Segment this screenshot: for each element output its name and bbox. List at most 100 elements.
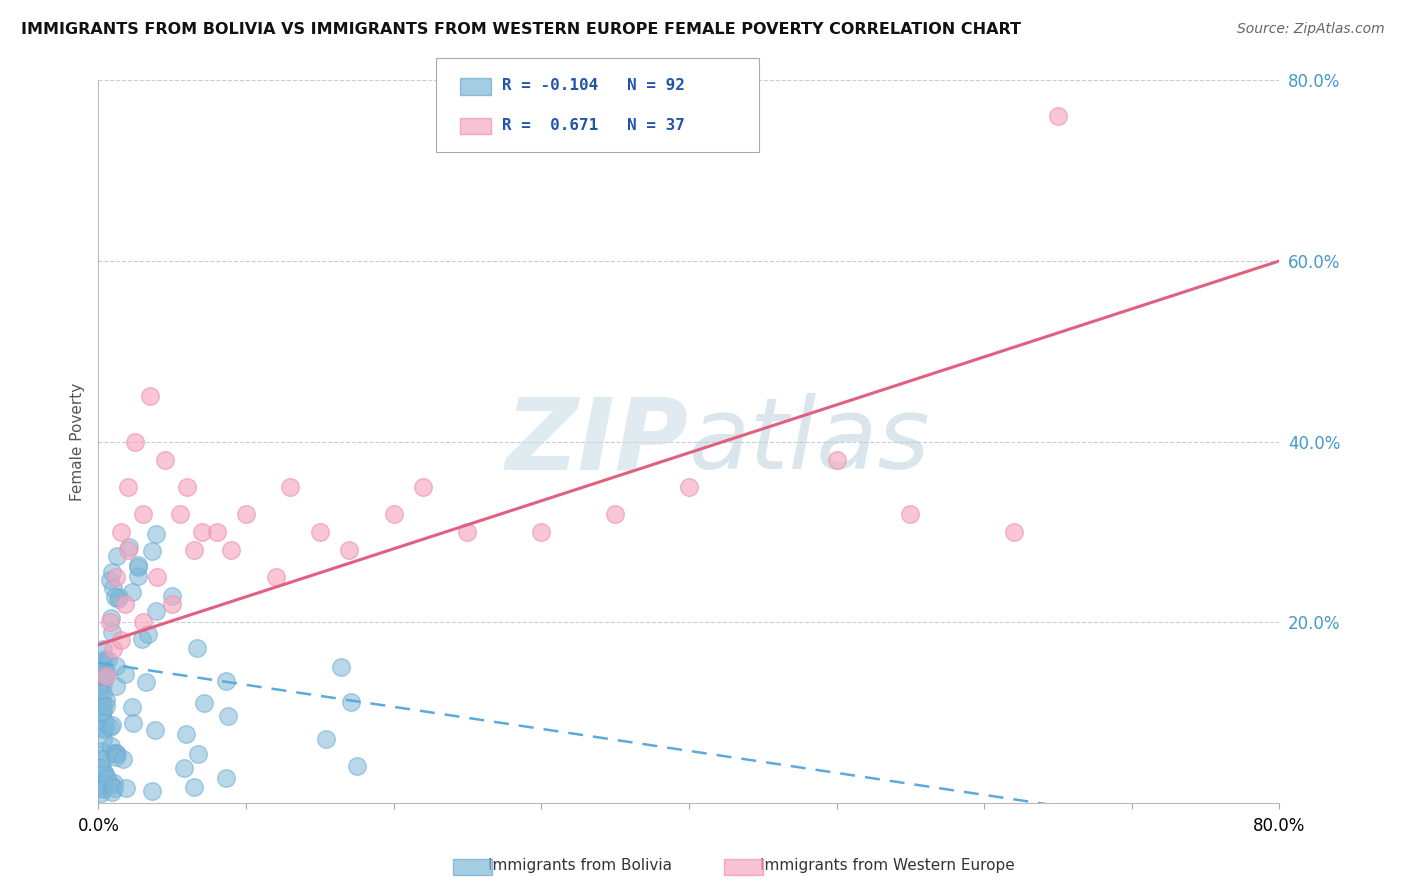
Point [91,698,114,713]
Point [412,480,434,494]
Point [183,780,205,794]
Point [215,673,238,688]
Point [89,685,111,699]
Point [98,573,121,587]
Point [110,633,132,648]
Point [141,544,163,558]
Point [825,452,848,467]
Point [90,761,112,775]
Point [329,660,352,674]
Point [136,627,159,641]
Point [193,696,215,710]
Point [605,507,627,521]
Point [221,542,243,557]
Text: Source: ZipAtlas.com: Source: ZipAtlas.com [1237,22,1385,37]
Point [191,524,214,539]
Point [382,507,405,521]
Point [127,560,149,574]
Point [309,524,332,539]
Point [94,665,117,679]
Point [89,780,111,795]
Point [91,723,114,737]
Point [105,747,128,761]
Point [105,750,128,764]
Point [153,452,176,467]
Point [105,570,128,584]
Point [100,720,122,734]
Point [93,721,115,735]
Point [101,718,124,732]
Point [110,524,132,539]
Point [187,747,209,762]
Point [132,615,155,630]
Point [91,655,114,669]
Point [117,480,139,494]
Point [94,767,117,781]
Point [217,708,239,723]
Point [97,653,120,667]
Point [215,772,238,786]
Point [146,570,169,584]
Text: atlas: atlas [689,393,931,490]
Point [91,764,114,779]
Point [93,662,115,676]
Point [93,752,115,766]
Point [141,784,163,798]
Text: IMMIGRANTS FROM BOLIVIA VS IMMIGRANTS FROM WESTERN EUROPE FEMALE POVERTY CORRELA: IMMIGRANTS FROM BOLIVIA VS IMMIGRANTS FR… [21,22,1021,37]
Point [145,526,167,541]
Point [93,704,115,718]
Y-axis label: Female Poverty: Female Poverty [70,383,86,500]
Text: Immigrants from Bolivia: Immigrants from Bolivia [488,858,672,873]
Point [118,541,141,555]
Text: R = -0.104   N = 92: R = -0.104 N = 92 [502,78,685,94]
Point [127,569,149,583]
Point [94,693,117,707]
Point [139,389,162,403]
Point [114,666,136,681]
Point [117,542,139,557]
Point [103,746,125,760]
Point [114,597,136,611]
Text: Immigrants from Western Europe: Immigrants from Western Europe [759,858,1015,873]
Point [1002,524,1025,539]
Point [346,759,368,773]
Point [100,611,122,625]
Point [280,480,302,494]
Point [89,778,111,792]
Point [315,732,337,747]
Point [91,744,114,758]
FancyBboxPatch shape [724,859,763,875]
Point [1046,109,1070,123]
Point [90,661,112,675]
Point [131,632,153,647]
Point [121,584,143,599]
Point [100,739,122,753]
Point [108,590,131,604]
Point [103,781,125,796]
Point [94,669,117,683]
Point [678,480,700,494]
Point [145,604,167,618]
Point [235,507,257,521]
Point [132,507,155,521]
Point [173,761,195,775]
Point [900,507,922,521]
Point [91,731,114,746]
Point [264,570,287,584]
Point [183,542,205,557]
Point [135,674,157,689]
Point [93,714,115,728]
Point [160,590,183,604]
Point [90,751,112,765]
Point [114,780,136,795]
Point [91,666,114,681]
Point [205,524,228,539]
Point [91,695,114,709]
Text: ZIP: ZIP [506,393,689,490]
Point [105,549,128,563]
Point [128,558,150,573]
Point [145,723,167,738]
FancyBboxPatch shape [453,859,492,875]
Text: R =  0.671   N = 37: R = 0.671 N = 37 [502,118,685,133]
Point [107,592,129,607]
